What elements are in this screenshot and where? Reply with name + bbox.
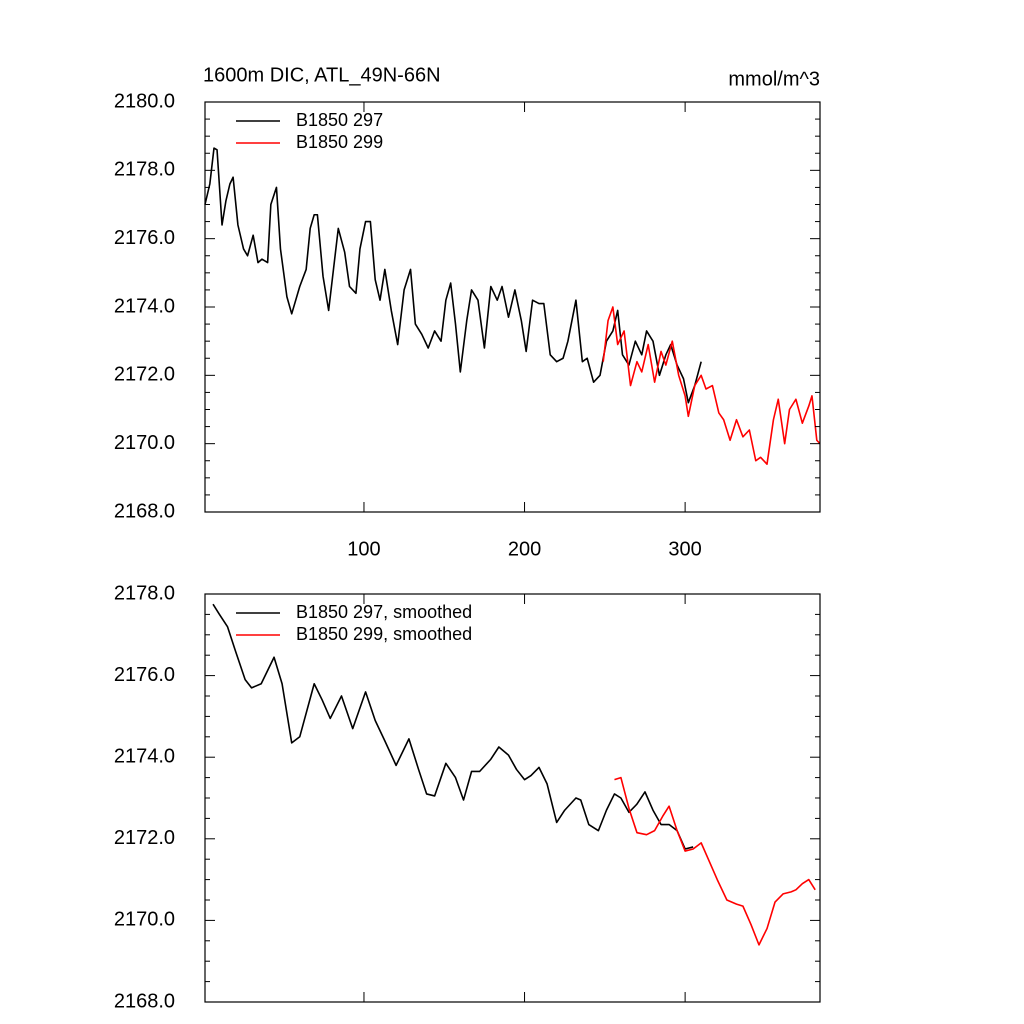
y-tick-label: 2170.0 <box>114 432 175 454</box>
legend-label: B1850 299, smoothed <box>296 624 472 644</box>
y-tick-label: 2174.0 <box>114 295 175 317</box>
y-tick-label: 2178.0 <box>114 582 175 604</box>
y-tick-label: 2168.0 <box>114 500 175 522</box>
x-tick-label: 300 <box>668 538 701 560</box>
legend-label: B1850 297 <box>296 110 383 130</box>
y-tick-label: 2168.0 <box>114 990 175 1012</box>
data-line <box>614 776 816 946</box>
y-tick-label: 2178.0 <box>114 159 175 181</box>
legend-label: B1850 297, smoothed <box>296 602 472 622</box>
y-tick-label: 2174.0 <box>114 745 175 767</box>
y-tick-label: 2170.0 <box>114 909 175 931</box>
chart-title: 1600m DIC, ATL_49N-66N <box>203 64 441 86</box>
y-tick-label: 2176.0 <box>114 227 175 249</box>
plot-frame <box>204 101 821 513</box>
data-line <box>204 147 702 404</box>
data-line <box>602 306 821 465</box>
y-tick-label: 2172.0 <box>114 827 175 849</box>
y-tick-label: 2180.0 <box>114 90 175 112</box>
units-label: mmol/m^3 <box>728 68 820 90</box>
x-tick-label: 100 <box>347 538 380 560</box>
data-line <box>212 603 694 850</box>
x-tick-label: 200 <box>508 538 541 560</box>
y-tick-label: 2172.0 <box>114 364 175 386</box>
y-tick-label: 2176.0 <box>114 664 175 686</box>
legend-label: B1850 299 <box>296 132 383 152</box>
plot-frame <box>204 593 821 1003</box>
